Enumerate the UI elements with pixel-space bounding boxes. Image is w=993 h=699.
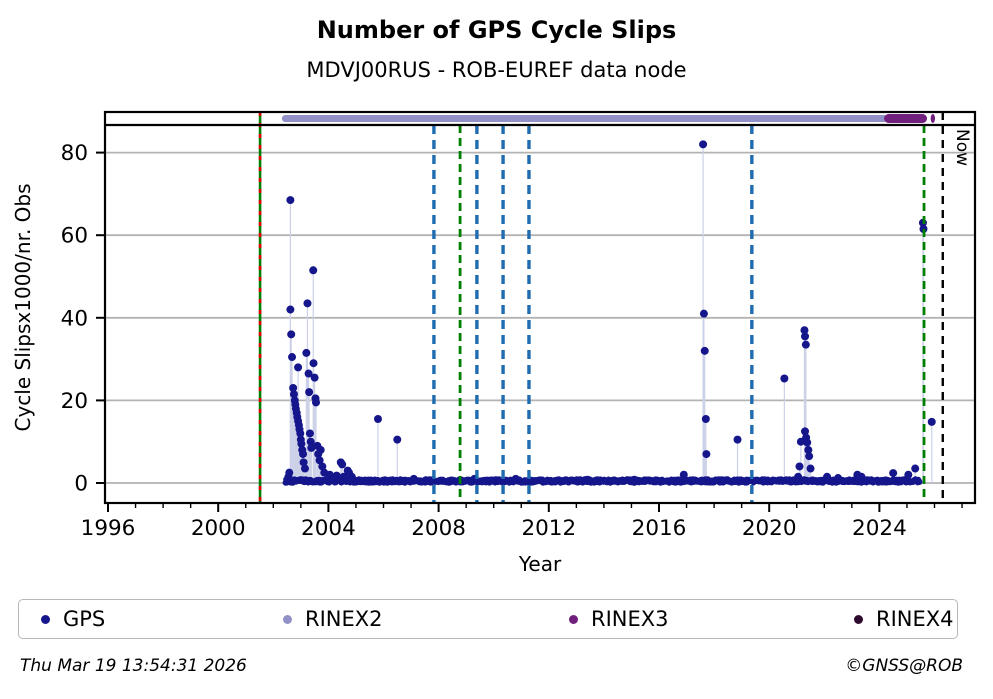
x-tick-label: 1996 [81, 516, 136, 541]
gps-marker-icon [41, 614, 50, 624]
y-tick-label: 20 [61, 389, 88, 414]
y-tick-label: 0 [74, 472, 88, 497]
legend-label-rinex4: RINEX4 [876, 607, 954, 631]
legend-item-rinex3: RINEX3 [569, 600, 669, 638]
rinex3-marker-icon [569, 614, 578, 624]
plot-copyright: ©GNSS@ROB [845, 656, 963, 676]
plot-timestamp: Thu Mar 19 13:54:31 2026 [20, 656, 247, 676]
x-tick-label: 2000 [191, 516, 246, 541]
legend-item-gps: GPS [41, 600, 105, 638]
x-tick-label: 2016 [632, 516, 687, 541]
legend: GPS RINEX2 RINEX3 RINEX4 [18, 599, 958, 639]
y-axis: 0 20 40 60 80 Cycle Slipsx1000/nr. Obs [11, 141, 105, 497]
x-tick-label: 2020 [742, 516, 797, 541]
y-tick-label: 40 [61, 306, 88, 331]
x-tick-label: 2004 [301, 516, 356, 541]
gps-cycle-slips-plot: Now 1996 2000 2004 2008 2012 2016 2020 2024 Year 0… [11, 110, 977, 576]
event-lines: Now [258, 112, 972, 503]
y-tick-label: 80 [61, 141, 88, 166]
legend-label-rinex3: RINEX3 [591, 607, 669, 631]
x-tick-label: 2024 [852, 516, 907, 541]
stem-lines [287, 144, 933, 483]
rinex2-marker-icon [283, 614, 292, 624]
x-tick-label: 2008 [411, 516, 466, 541]
y-axis-label: Cycle Slipsx1000/nr. Obs [11, 183, 35, 431]
now-label: Now [952, 129, 972, 166]
legend-item-rinex4: RINEX4 [854, 600, 954, 638]
rinex4-marker-icon [854, 614, 863, 624]
legend-label-gps: GPS [63, 607, 106, 631]
gridlines [106, 151, 974, 484]
x-axis-label: Year [518, 552, 562, 576]
chart-subtitle: MDVJ00RUS - ROB-EUREF data node [306, 58, 687, 82]
y-tick-label: 60 [61, 224, 88, 249]
rinex-availability-bands [281, 114, 936, 123]
x-axis: 1996 2000 2004 2008 2012 2016 2020 2024 Year [81, 503, 963, 576]
legend-item-rinex2: RINEX2 [283, 600, 383, 638]
x-tick-label: 2012 [521, 516, 576, 541]
plot-frame [103, 110, 977, 505]
chart-title: Number of GPS Cycle Slips [316, 16, 677, 44]
legend-label-rinex2: RINEX2 [305, 607, 383, 631]
gps-data-points [282, 140, 936, 486]
